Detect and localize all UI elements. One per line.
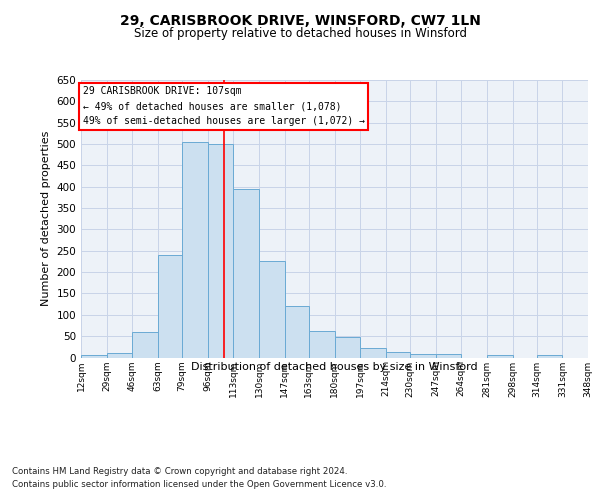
Text: Size of property relative to detached houses in Winsford: Size of property relative to detached ho… bbox=[133, 28, 467, 40]
Bar bbox=[182, 142, 208, 358]
Bar bbox=[536, 354, 562, 358]
Bar bbox=[309, 331, 335, 357]
Bar bbox=[487, 356, 512, 358]
Text: Distribution of detached houses by size in Winsford: Distribution of detached houses by size … bbox=[191, 362, 478, 372]
Bar bbox=[158, 255, 182, 358]
Text: 29, CARISBROOK DRIVE, WINSFORD, CW7 1LN: 29, CARISBROOK DRIVE, WINSFORD, CW7 1LN bbox=[119, 14, 481, 28]
Bar bbox=[360, 348, 386, 358]
Bar bbox=[107, 353, 133, 358]
Bar bbox=[285, 306, 309, 358]
Y-axis label: Number of detached properties: Number of detached properties bbox=[41, 131, 51, 306]
Bar bbox=[133, 332, 158, 357]
Text: Contains HM Land Registry data © Crown copyright and database right 2024.: Contains HM Land Registry data © Crown c… bbox=[12, 468, 347, 476]
Bar bbox=[335, 338, 360, 357]
Bar bbox=[233, 189, 259, 358]
Bar bbox=[259, 262, 285, 358]
Bar bbox=[410, 354, 436, 358]
Text: Contains public sector information licensed under the Open Government Licence v3: Contains public sector information licen… bbox=[12, 480, 386, 489]
Text: 29 CARISBROOK DRIVE: 107sqm
← 49% of detached houses are smaller (1,078)
49% of : 29 CARISBROOK DRIVE: 107sqm ← 49% of det… bbox=[83, 86, 365, 126]
Bar bbox=[208, 144, 233, 358]
Bar bbox=[386, 352, 410, 358]
Bar bbox=[81, 356, 107, 358]
Bar bbox=[436, 354, 461, 358]
